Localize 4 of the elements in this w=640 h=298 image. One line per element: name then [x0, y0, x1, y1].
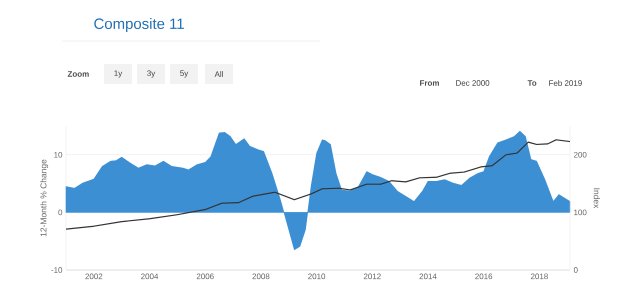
y-axis-title: 12-Month % Change	[40, 160, 48, 236]
y2-axis-title: Index	[594, 188, 600, 208]
chart-title: Composite 11	[94, 18, 184, 32]
line-series	[66, 139, 570, 230]
